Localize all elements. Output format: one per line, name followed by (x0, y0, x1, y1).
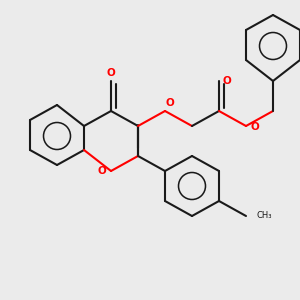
Text: O: O (165, 98, 174, 108)
Text: O: O (222, 76, 231, 86)
Text: CH₃: CH₃ (256, 212, 272, 220)
Text: O: O (98, 166, 106, 176)
Text: O: O (106, 68, 116, 79)
Text: O: O (250, 122, 260, 133)
